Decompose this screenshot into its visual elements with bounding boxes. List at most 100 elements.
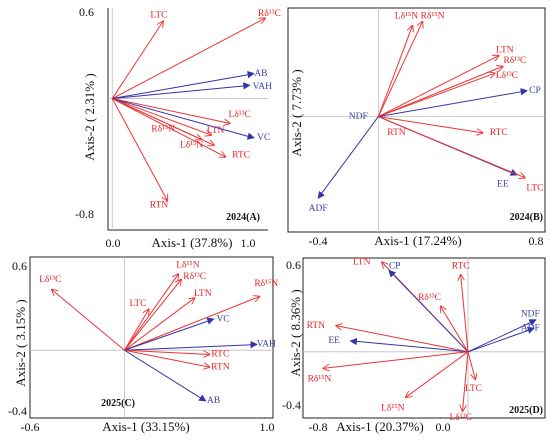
vector-b-adf-9 [318,116,379,198]
x-axis-label-a: Axis-1 (37.8%) [152,235,233,250]
y-axis-label-a: Axis-2 ( 2.31% ) [82,73,97,160]
x-tick-c-1: 1.0 [260,420,275,434]
x-tick-a-1: 1.0 [241,236,256,250]
x-tick-d-0: -0.8 [309,420,328,434]
vector-label-d-lc-11: Lδ¹³C [450,413,472,423]
vector-label-c-vc-6: VC [216,314,229,324]
vector-label-c-ln-1: Lδ¹⁵N [176,261,199,271]
vector-c-vah-7 [124,345,257,351]
panel-label-a: 2024(A) [226,212,260,223]
y-tick-a-1: -0.8 [75,207,94,221]
vector-d-ndf-4 [467,320,536,353]
zero-lines-c [30,257,273,418]
vector-label-b-ee-7: EE [497,180,509,190]
vector-label-a-vc-6: VC [257,133,270,143]
vector-label-d-rtc-2: RTC [452,261,470,271]
vector-c-ltc-4 [124,309,149,351]
frame-d [302,257,546,419]
vector-c-vc-6 [124,319,214,351]
x-tick-c-0: -0.6 [21,420,40,434]
x-tick-b-0: -0.4 [309,234,328,248]
y-axis-label-c: Axis-2 ( 3.15% ) [13,299,28,386]
y-tick-c-1: -0.4 [8,404,27,418]
y-tick-d-1: -0.4 [282,398,301,412]
vector-label-d-ltc-9: LTC [465,384,482,394]
vector-label-d-ee-7: EE [328,336,340,346]
vector-label-b-rc-3: Rδ¹³C [503,56,526,66]
vector-label-d-ln-10: Lδ¹⁵N [381,404,404,414]
vector-c-lc-0 [52,289,125,351]
vector-d-cp-1 [389,270,469,353]
x-tick-d-1: 0.0 [436,420,451,434]
vector-label-b-lc-4: Lδ¹³C [496,71,518,81]
y-tick-d-0: 0.6 [286,258,301,272]
vector-label-a-ltc-0: LTC [150,10,167,20]
vector-a-ln-8 [112,98,214,146]
vector-label-b-rn-1: Rδ¹⁵N [421,11,445,21]
vector-label-c-rn-5: Rδ¹⁵N [254,279,278,289]
vector-c-ab-10 [124,349,206,401]
vector-c-ln-1 [124,274,179,351]
vector-c-rn-5 [124,297,260,351]
vector-label-a-ab-2: AB [254,69,267,79]
vector-a-rtn-10 [111,98,167,201]
vector-b-ltn-2 [378,56,498,118]
vector-d-rc-3 [441,306,469,353]
vector-d-rtc-2 [461,275,469,352]
x-axis-label-c: Axis-1 (33.15%) [102,419,189,434]
zero-lines-b [288,8,545,232]
y-axis-label-b: Axis-2 ( 7.73% ) [289,69,304,156]
vector-d-ltc-9 [467,351,475,380]
vector-b-rn-1 [377,22,422,117]
vector-label-d-rn-8: Rδ¹⁵N [308,375,332,385]
frame-b [287,7,546,233]
vector-label-b-ltn-2: LTN [496,45,514,55]
vector-label-c-ab-10: AB [207,396,220,406]
y-axis-label-d: Axis-2 ( 8.36% ) [288,289,303,376]
vector-label-b-rtc-6: RTC [490,128,508,138]
vector-a-rc-1 [112,18,265,99]
vector-a-ab-2 [112,74,254,100]
vector-label-a-ltn-5: LTN [207,126,225,136]
vector-label-b-ndf-10: NDF [349,112,368,122]
vector-label-b-rtn-11: RTN [387,128,406,138]
vector-label-c-lc-0: Lδ¹³C [39,275,61,285]
vector-b-rtc-6 [378,116,482,133]
vector-b-rc-3 [378,66,502,118]
vector-d-rtn-6 [336,326,469,353]
panel-label-c: 2025(C) [101,398,135,409]
y-tick-c-0: 0.6 [12,259,27,273]
vector-label-d-adf-5: ADF [521,324,540,334]
vector-d-rn-8 [323,351,469,369]
vector-a-ltc-0 [111,21,163,99]
vector-label-a-lc-4: Lδ¹³C [229,110,251,120]
vectors-panel-a: LTC Rδ¹³C AB VAH Lδ¹³C LTN VC Rδ¹⁵N Lδ¹⁵N RTC RTN [111,9,281,210]
vector-label-b-adf-9: ADF [309,204,328,214]
vector-label-c-rtc-8: RTC [211,350,229,360]
vector-b-ln-0 [377,26,412,117]
vector-d-lc-11 [463,351,469,411]
vector-b-ltc-8 [378,116,525,178]
vector-c-ltn-3 [124,298,195,351]
panel-label-b: 2024(B) [510,212,543,223]
vector-c-rtc-8 [124,349,210,354]
vector-c-rc-2 [124,280,182,351]
x-tick-a-0: 0.0 [106,236,121,250]
y-tick-a-0: 0.6 [79,5,94,19]
vector-a-ltn-5 [112,98,211,136]
panel-label-d: 2025(D) [509,405,543,416]
vector-d-ee-7 [351,341,469,353]
vector-label-c-ltn-3: LTN [194,289,212,299]
x-tick-b-1: 0.8 [529,234,544,248]
vector-label-a-rc-1: Rδ¹³C [258,9,281,19]
vector-b-lc-4 [378,73,494,118]
vector-label-d-rc-3: Rδ¹³C [418,293,441,303]
vector-label-a-rtc-9: RTC [232,151,250,161]
panel-2024-a: LTC Rδ¹³CABVAHLδ¹³CLTNVCRδ¹⁵NLδ¹⁵NRTCRTN … [75,5,281,250]
frame-c [29,256,274,419]
vector-label-d-ltn-0: LTN [353,257,371,267]
